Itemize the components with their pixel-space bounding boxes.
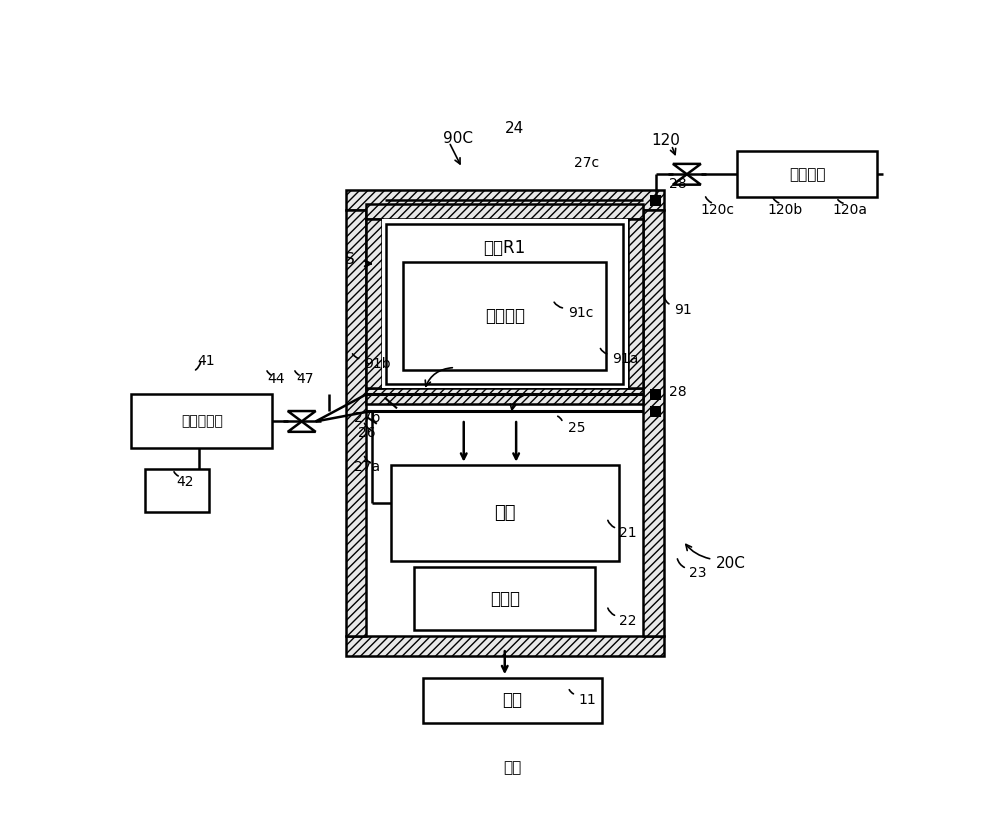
Bar xyxy=(366,203,643,219)
Bar xyxy=(145,469,209,511)
Text: 91c: 91c xyxy=(568,306,594,320)
Text: 排气装置: 排气装置 xyxy=(789,167,825,181)
Text: 42: 42 xyxy=(177,475,194,489)
Text: 120c: 120c xyxy=(701,203,735,217)
Bar xyxy=(131,395,272,449)
Text: 91b: 91b xyxy=(364,357,390,371)
Bar xyxy=(403,262,606,370)
Text: 推出机构: 推出机构 xyxy=(485,307,525,325)
Text: 47: 47 xyxy=(296,372,314,386)
Text: 28: 28 xyxy=(669,385,687,400)
Bar xyxy=(346,190,664,211)
Text: 41: 41 xyxy=(198,355,215,368)
Text: 27b: 27b xyxy=(354,411,380,425)
Polygon shape xyxy=(288,411,316,422)
Text: 气体供给源: 气体供给源 xyxy=(181,414,223,428)
Bar xyxy=(366,211,643,636)
Text: 11: 11 xyxy=(578,693,596,708)
Text: 24: 24 xyxy=(504,121,524,136)
Bar xyxy=(386,224,623,384)
Bar xyxy=(737,151,877,198)
Bar xyxy=(366,219,382,388)
Text: 44: 44 xyxy=(267,372,285,386)
Text: 91a: 91a xyxy=(612,352,638,366)
Text: 91: 91 xyxy=(674,303,691,317)
Bar xyxy=(650,389,661,400)
Text: 粉末R1: 粉末R1 xyxy=(484,239,526,257)
Polygon shape xyxy=(673,174,701,185)
Bar xyxy=(346,211,366,636)
Bar xyxy=(650,406,661,417)
Text: 28: 28 xyxy=(669,177,687,191)
Text: 27c: 27c xyxy=(574,157,599,171)
Bar xyxy=(643,211,664,636)
Text: 致动器: 致动器 xyxy=(490,590,520,608)
Bar xyxy=(414,567,595,630)
Text: 90C: 90C xyxy=(443,131,473,145)
Text: 22: 22 xyxy=(619,614,637,628)
Bar xyxy=(346,636,664,656)
Polygon shape xyxy=(288,422,316,432)
Text: 120a: 120a xyxy=(832,203,867,217)
Text: 25: 25 xyxy=(568,422,586,435)
Polygon shape xyxy=(673,164,701,174)
Text: 120: 120 xyxy=(652,133,680,148)
Bar xyxy=(366,388,643,404)
Text: 容器: 容器 xyxy=(494,504,516,522)
Text: 26: 26 xyxy=(358,426,376,440)
Text: 120b: 120b xyxy=(768,203,803,217)
Text: 27a: 27a xyxy=(354,460,380,474)
Text: 21: 21 xyxy=(619,526,637,540)
Text: 20C: 20C xyxy=(716,556,745,571)
Bar xyxy=(628,219,643,388)
Text: 喷射: 喷射 xyxy=(503,760,522,775)
Text: S: S xyxy=(345,252,355,267)
Bar xyxy=(423,678,602,722)
Text: 喷嘴: 喷嘴 xyxy=(503,691,522,709)
Bar xyxy=(382,219,628,388)
Bar xyxy=(650,195,661,206)
Bar xyxy=(391,465,619,560)
Text: 23: 23 xyxy=(689,566,707,580)
